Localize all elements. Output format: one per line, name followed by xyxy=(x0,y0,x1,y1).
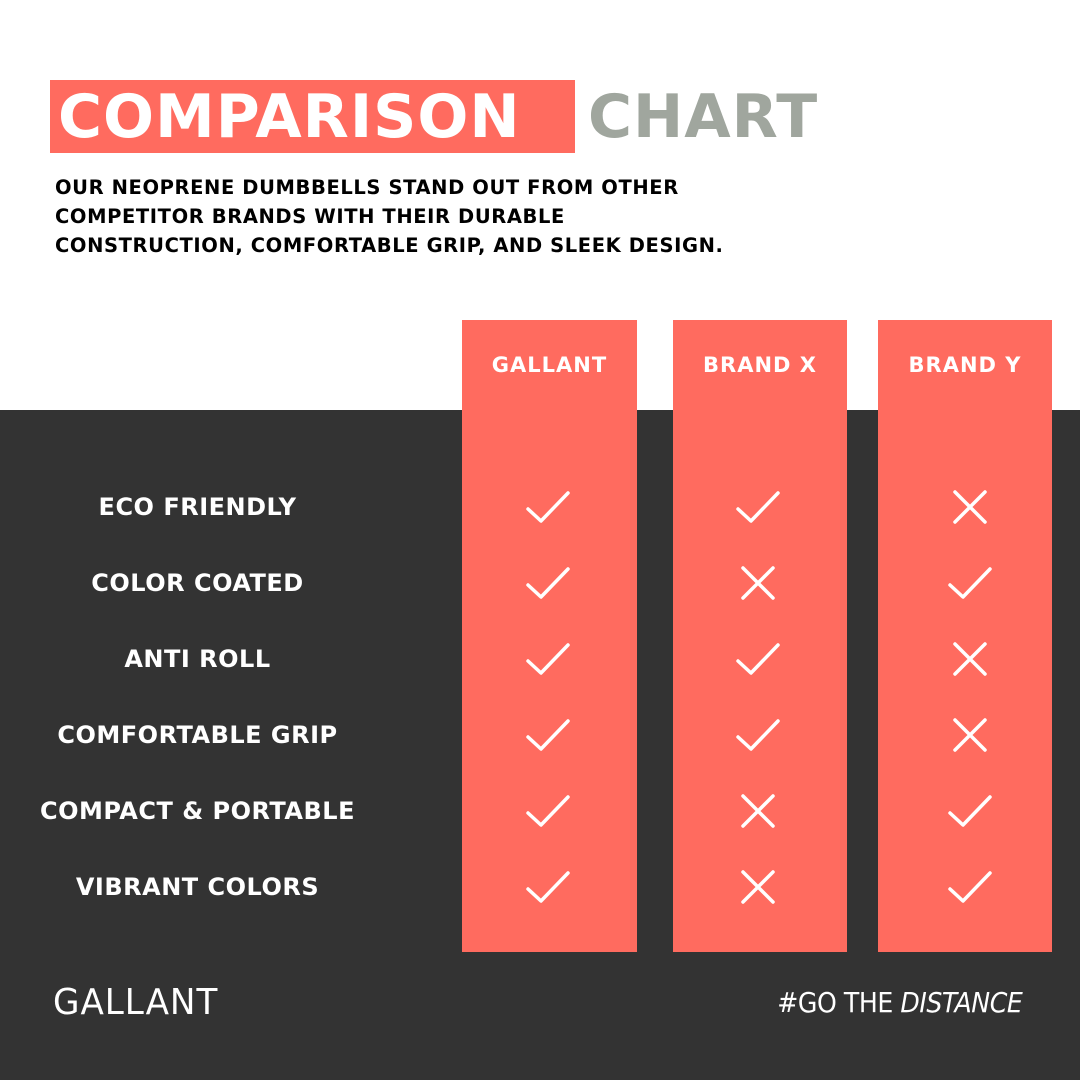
column-brand-y: BRAND Y xyxy=(878,320,1052,952)
column-gallant: GALLANT xyxy=(462,320,637,952)
check-icon xyxy=(525,643,570,675)
check-icon xyxy=(525,491,570,523)
check-icon xyxy=(525,795,570,827)
page-title-highlight: COMPARISON xyxy=(58,82,521,152)
subtitle-line: CONSTRUCTION, COMFORTABLE GRIP, AND SLEE… xyxy=(55,234,724,257)
subtitle: OUR NEOPRENE DUMBBELLS STAND OUT FROM OT… xyxy=(55,173,724,260)
hashtag-part: #GO THE xyxy=(776,986,901,1019)
check-icon xyxy=(736,643,780,675)
cross-icon xyxy=(741,870,775,904)
cross-icon xyxy=(953,490,987,524)
check-icon xyxy=(525,871,570,903)
row-label: COMFORTABLE GRIP xyxy=(57,721,338,749)
check-icon xyxy=(736,719,780,751)
column-header: BRAND Y xyxy=(908,353,1022,377)
check-icon xyxy=(948,567,992,599)
column-header: BRAND X xyxy=(703,353,817,377)
check-icon xyxy=(948,871,992,903)
title-highlight-box xyxy=(50,80,575,153)
column-brand-x: BRAND X xyxy=(673,320,847,952)
cross-icon xyxy=(953,718,987,752)
cross-icon xyxy=(741,794,775,828)
subtitle-line: OUR NEOPRENE DUMBBELLS STAND OUT FROM OT… xyxy=(55,176,679,199)
hashtag: #GO THE DISTANCE xyxy=(776,986,1023,1019)
gallant-logo: GALLANT xyxy=(53,982,219,1023)
check-icon xyxy=(948,795,992,827)
hashtag-part: DISTANCE xyxy=(900,986,1022,1019)
cross-icon xyxy=(741,566,775,600)
check-icon xyxy=(525,567,570,599)
cross-icon xyxy=(953,642,987,676)
row-label: ECO FRIENDLY xyxy=(98,493,297,521)
row-label: COMPACT & PORTABLE xyxy=(40,797,355,825)
subtitle-line: COMPETITOR BRANDS WITH THEIR DURABLE xyxy=(55,205,565,228)
page-title-rest: CHART xyxy=(588,82,819,152)
check-icon xyxy=(525,719,570,751)
check-icon xyxy=(736,491,780,523)
row-label: VIBRANT COLORS xyxy=(75,873,320,901)
row-label: ANTI ROLL xyxy=(124,645,271,673)
row-label: COLOR COATED xyxy=(91,569,304,597)
column-header: GALLANT xyxy=(491,353,608,377)
